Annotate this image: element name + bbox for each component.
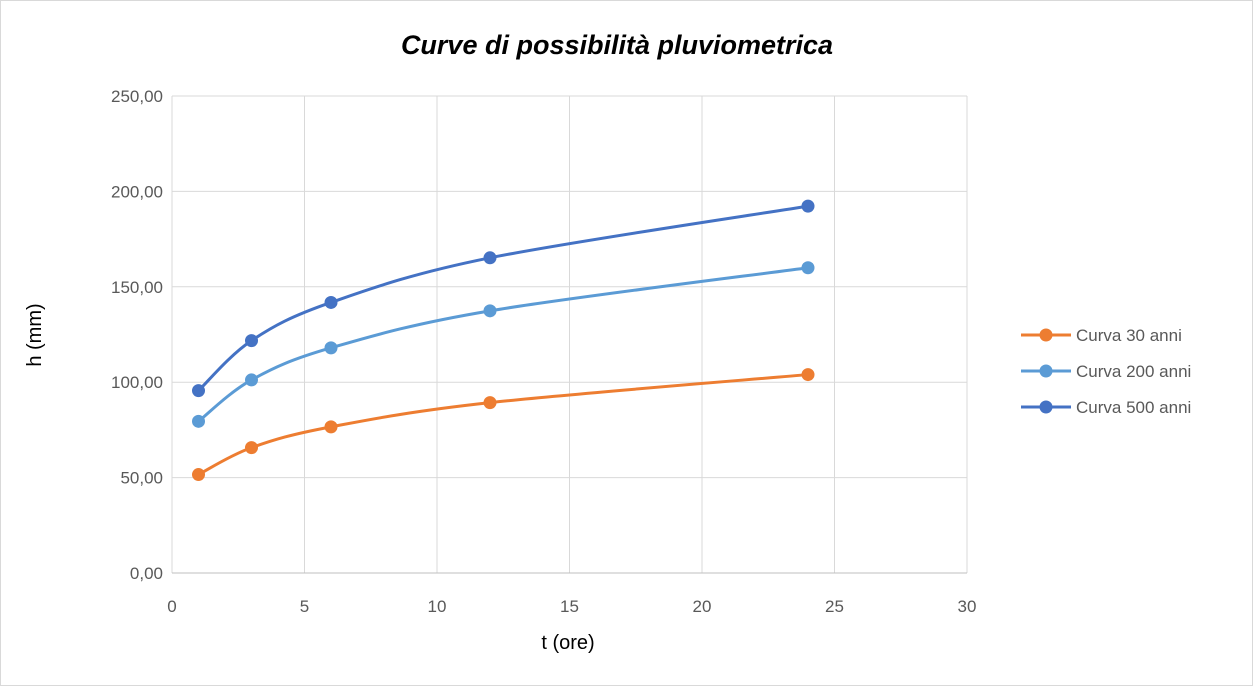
series-2 [192,199,815,398]
x-tick-label: 15 [560,597,579,616]
y-tick-label: 0,00 [130,564,163,583]
legend: Curva 30 anni Curva 200 anni Curva 500 ann… [1021,326,1191,417]
gridlines [171,95,968,574]
chart-title: Curve di possibilità pluviometrica [401,30,833,60]
series-1 [192,261,815,428]
data-point [324,295,338,309]
axes: 0,00 50,00 100,00 150,00 200,00 250,00 0 5 10 15 2… [111,87,976,616]
legend-item: Curva 500 anni [1021,398,1191,417]
y-axis-title: h (mm) [24,303,46,366]
legend-swatch-marker [1039,328,1053,342]
data-point [801,261,815,275]
data-point [192,384,205,398]
x-tick-label: 25 [825,597,844,616]
x-tick-label: 30 [958,597,977,616]
data-point [245,441,258,455]
legend-label: Curva 200 anni [1076,362,1191,381]
legend-item: Curva 30 anni [1021,326,1182,345]
data-point [483,304,497,318]
legend-swatch-marker [1039,400,1053,414]
y-tick-label: 50,00 [120,469,163,488]
data-point [801,199,815,213]
legend-label: Curva 500 anni [1076,398,1191,417]
data-point [192,468,205,482]
data-point [801,368,815,382]
data-point [245,334,258,348]
data-point [324,420,338,434]
data-point [245,373,258,387]
y-tick-label: 200,00 [111,182,163,201]
data-point [192,414,205,428]
y-tick-label: 150,00 [111,278,163,297]
x-axis-title: t (ore) [541,632,594,654]
x-tick-label: 20 [693,597,712,616]
legend-swatch-marker [1039,364,1053,378]
y-tick-label: 100,00 [111,373,163,392]
x-tick-label: 10 [428,597,447,616]
legend-label: Curva 30 anni [1076,326,1182,345]
legend-item: Curva 200 anni [1021,362,1191,381]
data-point [324,341,338,355]
series-layer [192,199,815,482]
x-tick-label: 5 [300,597,309,616]
y-tick-label: 250,00 [111,87,163,106]
data-point [483,251,497,265]
series-line [197,266,809,423]
x-tick-label: 0 [167,597,176,616]
series-line [197,373,809,476]
series-0 [192,368,815,482]
data-point [483,396,497,410]
